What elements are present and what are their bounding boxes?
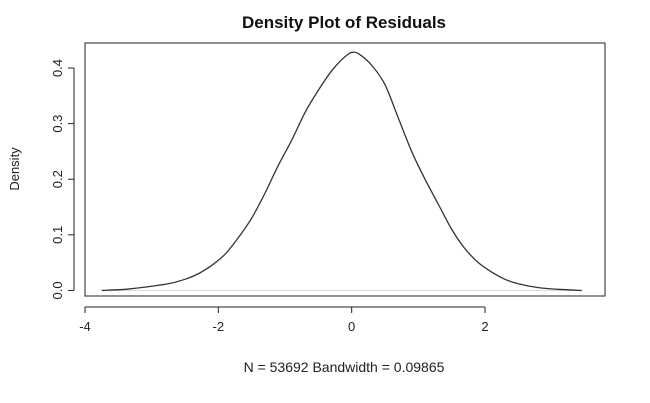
y-tick-label: 0.3: [50, 115, 65, 133]
chart-title: Density Plot of Residuals: [242, 13, 446, 32]
x-tick-label: 0: [348, 319, 355, 334]
density-curve: [101, 51, 582, 292]
y-tick-label: 0.1: [50, 226, 65, 244]
y-axis: 0.0 0.1 0.2 0.3 0.4: [50, 59, 75, 299]
series-layer: [101, 51, 582, 292]
plot-frame: [84, 42, 606, 297]
y-tick-label: 0.0: [50, 281, 65, 299]
x-tick-label: 2: [481, 319, 488, 334]
y-tick-label: 0.4: [50, 59, 65, 77]
x-tick-label: -2: [213, 319, 225, 334]
x-tick-label: -4: [79, 319, 91, 334]
y-tick-label: 0.2: [50, 170, 65, 188]
x-axis: -4 -2 0 2: [79, 306, 489, 334]
x-axis-label: N = 53692 Bandwidth = 0.09865: [244, 359, 445, 375]
y-axis-label: Density: [7, 147, 22, 191]
